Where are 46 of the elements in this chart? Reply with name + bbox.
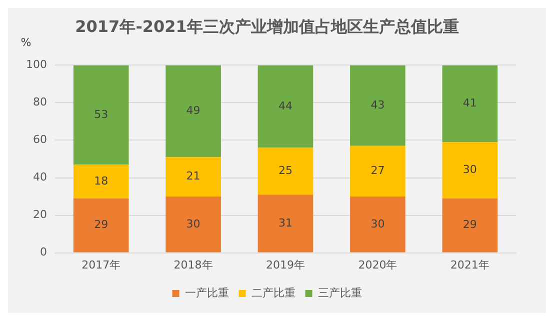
y-axis-title: % (20, 36, 32, 50)
y-tick-label: 80 (32, 96, 47, 109)
y-tick-label: 20 (32, 208, 47, 222)
bar (442, 198, 498, 252)
data-label: 21 (186, 170, 200, 183)
bar (350, 65, 406, 146)
x-tick-label: 2017年 (82, 258, 121, 272)
bar (350, 146, 406, 197)
bar (442, 142, 498, 198)
data-label: 30 (462, 163, 477, 176)
bar (166, 65, 221, 158)
data-label: 31 (278, 216, 292, 230)
legend-label: 一产比重 (184, 286, 229, 300)
x-tick-label: 2020年 (358, 258, 398, 272)
data-label: 30 (370, 217, 385, 230)
data-label: 18 (94, 174, 108, 188)
data-label: 30 (186, 217, 200, 230)
y-tick-label: 40 (32, 170, 47, 184)
data-label: 49 (186, 104, 200, 118)
bar (258, 65, 314, 148)
bar (258, 148, 314, 195)
bar (73, 164, 129, 198)
bar (166, 196, 221, 252)
bar (350, 196, 406, 252)
chart-title: 2017年-2021年三次产业增加值占地区生产总值比重 (75, 16, 459, 36)
bar (258, 194, 314, 252)
data-label: 43 (370, 98, 385, 112)
data-label: 27 (370, 164, 385, 178)
data-label: 53 (94, 108, 108, 121)
data-label: 29 (94, 218, 108, 232)
data-label: 25 (278, 164, 292, 178)
y-tick-label: 60 (32, 133, 47, 146)
x-tick-label: 2021年 (450, 258, 490, 272)
x-tick-label: 2018年 (174, 258, 213, 272)
bar (442, 65, 498, 142)
bar (73, 198, 129, 252)
y-tick-label: 0 (40, 246, 47, 259)
bar (166, 157, 221, 197)
data-label: 41 (462, 96, 477, 110)
bar (73, 65, 129, 165)
data-label: 29 (462, 218, 477, 232)
x-tick-label: 2019年 (266, 258, 305, 272)
legend-label: 三产比重 (318, 286, 362, 300)
y-tick-label: 100 (26, 58, 47, 72)
data-label: 44 (278, 99, 292, 112)
legend-label: 二产比重 (251, 286, 296, 300)
